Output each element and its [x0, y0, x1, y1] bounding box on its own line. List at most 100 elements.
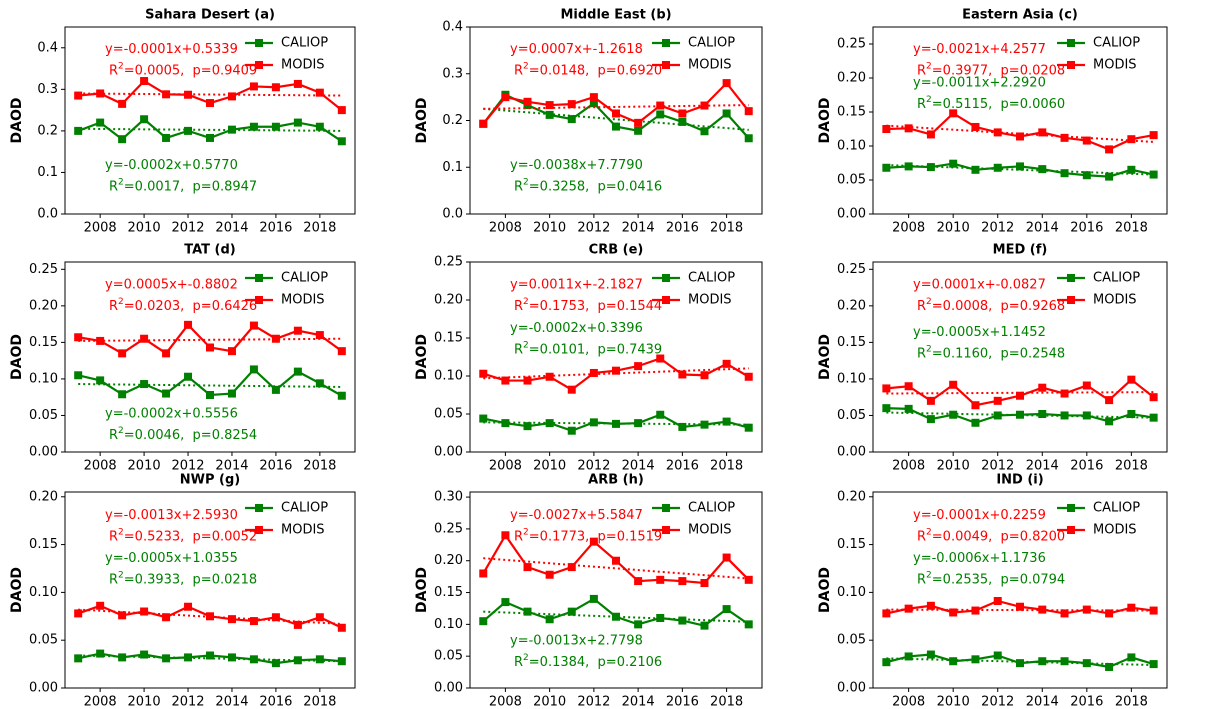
stats: =0.0148, p=0.6920 [529, 63, 662, 78]
y-tick-label: 0.15 [29, 537, 58, 552]
marker [96, 118, 105, 127]
marker [612, 556, 620, 565]
marker [479, 617, 488, 626]
x-tick-label: 2016 [1070, 459, 1103, 474]
legend-label: CALIOP [1093, 501, 1140, 516]
y-tick-label: 0.15 [29, 335, 58, 350]
y-tick-label: 0.05 [837, 408, 866, 423]
marker [1105, 145, 1114, 154]
marker [1016, 391, 1024, 400]
marker [678, 370, 687, 379]
marker [926, 130, 935, 139]
marker [479, 414, 488, 423]
stats: =0.1160, p=0.2548 [932, 346, 1065, 361]
marker [140, 334, 149, 343]
marker [227, 347, 236, 356]
y-axis-label: DAOD [414, 567, 430, 613]
r2-stats: R2=0.5115, p=0.0060 [917, 95, 1065, 112]
y-axis-label: DAOD [9, 567, 25, 613]
trend-line [78, 127, 342, 132]
marker [1038, 657, 1047, 666]
marker [545, 419, 554, 428]
marker [1016, 602, 1024, 611]
marker [1038, 383, 1047, 392]
stats: =0.1384, p=0.2106 [529, 654, 662, 669]
marker [74, 91, 83, 100]
equation: y=0.0011x+-2.1827 [510, 277, 643, 292]
y-tick-label: 0.10 [434, 369, 463, 384]
r-sup: 2 [118, 426, 124, 436]
r-label: R [514, 179, 523, 194]
y-tick-label: 0.0 [37, 207, 58, 222]
marker [567, 563, 576, 572]
marker [700, 420, 709, 429]
marker [744, 372, 753, 381]
marker [501, 531, 510, 540]
x-tick-label: 2014 [215, 459, 248, 474]
marker [1038, 410, 1047, 418]
marker [1016, 132, 1024, 141]
marker [1105, 396, 1114, 405]
marker [227, 92, 236, 101]
marker [1149, 131, 1158, 140]
marker [545, 110, 554, 119]
legend-label: CALIOP [688, 501, 735, 516]
marker [140, 650, 149, 659]
marker [1082, 381, 1091, 390]
stats: =0.0017, p=0.8947 [124, 179, 257, 194]
marker [545, 615, 554, 624]
marker [293, 656, 302, 665]
r2-stats: R2=0.3258, p=0.0416 [514, 177, 662, 194]
marker [904, 162, 913, 171]
legend-label: MODIS [1093, 523, 1137, 538]
r2-stats: R2=0.3933, p=0.0218 [109, 570, 257, 587]
y-tick-label: 0.3 [37, 82, 58, 97]
marker [1060, 133, 1069, 142]
marker [993, 128, 1002, 137]
marker [744, 575, 753, 584]
marker [1127, 135, 1136, 144]
marker [567, 607, 576, 616]
equation: y=-0.0005x+1.1452 [913, 325, 1046, 340]
marker [293, 367, 302, 376]
stats: =0.2535, p=0.0794 [932, 572, 1065, 587]
marker [904, 382, 913, 391]
marker [744, 107, 753, 116]
marker [678, 616, 687, 625]
y-tick-label: 0.00 [29, 445, 58, 460]
x-tick-label: 2018 [303, 459, 336, 474]
legend-marker [255, 296, 263, 304]
x-tick-label: 2012 [171, 695, 204, 709]
marker [96, 89, 105, 98]
marker [1149, 606, 1158, 615]
r-sup: 2 [118, 61, 124, 71]
x-tick-label: 2010 [937, 221, 970, 236]
x-tick-label: 2012 [171, 459, 204, 474]
marker [96, 601, 105, 610]
stats: =0.3258, p=0.0416 [529, 179, 662, 194]
equation: y=-0.0005x+1.0355 [105, 551, 238, 566]
marker [523, 97, 532, 106]
chart-title: ARB (h) [588, 473, 644, 488]
marker [206, 651, 214, 660]
trend-line [78, 383, 342, 388]
axes-frame [64, 261, 356, 453]
marker [140, 607, 149, 616]
legend-marker [255, 39, 263, 47]
marker [656, 575, 665, 584]
legend-marker [662, 61, 670, 69]
marker [118, 653, 127, 662]
y-axis-label: DAOD [414, 334, 430, 380]
marker [1038, 128, 1047, 137]
marker [315, 122, 324, 131]
x-tick-label: 2008 [489, 221, 522, 236]
y-tick-label: 0.00 [434, 681, 463, 696]
x-tick-label: 2008 [892, 459, 925, 474]
marker [206, 343, 214, 352]
marker [227, 653, 236, 662]
y-axis-label: DAOD [9, 98, 25, 144]
marker [634, 620, 643, 629]
legend-marker [1067, 504, 1075, 512]
marker [634, 577, 643, 586]
x-tick-label: 2018 [710, 695, 743, 709]
